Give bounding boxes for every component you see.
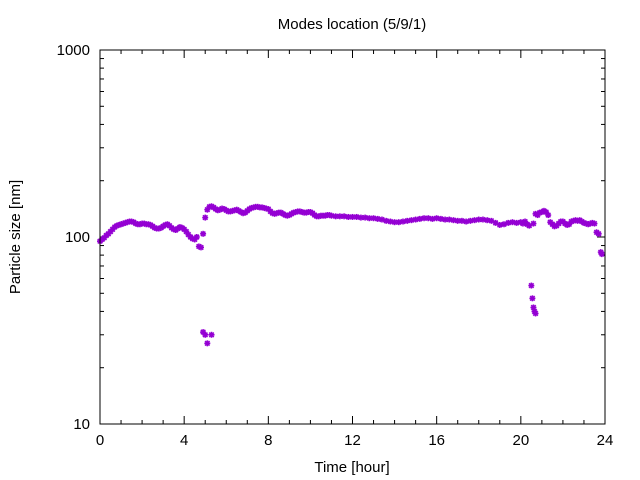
data-point	[528, 282, 535, 289]
data-point	[545, 212, 552, 219]
x-tick-label: 16	[428, 432, 445, 449]
data-point	[370, 215, 377, 222]
data-point	[208, 331, 215, 338]
data-point	[496, 221, 503, 228]
data-point	[530, 220, 537, 227]
data-point	[513, 219, 520, 226]
data-point	[421, 215, 428, 222]
x-tick-label: 0	[96, 432, 104, 449]
x-axis-label: Time [hour]	[314, 459, 389, 476]
data-point	[349, 213, 356, 220]
data-point	[529, 295, 536, 302]
data-point	[598, 251, 605, 258]
data-point	[357, 214, 364, 221]
y-tick-label: 1000	[57, 42, 90, 59]
data-point	[362, 214, 369, 221]
data-point	[532, 310, 539, 317]
tick-marks	[99, 49, 606, 425]
data-point	[204, 340, 211, 347]
data-point	[591, 220, 598, 227]
y-axis-label: Particle size [nm]	[7, 180, 24, 294]
x-tick-label: 8	[264, 432, 272, 449]
x-tick-label: 20	[512, 432, 529, 449]
data-point	[198, 244, 204, 251]
data-point	[193, 234, 200, 240]
data-points	[97, 203, 605, 347]
data-point	[595, 230, 602, 237]
data-point	[341, 213, 348, 220]
data-point	[200, 230, 207, 237]
x-tick-label: 24	[597, 432, 614, 449]
y-tick-label: 100	[65, 229, 90, 246]
data-point	[202, 331, 209, 338]
plot-frame	[99, 49, 606, 425]
data-point	[412, 216, 419, 223]
x-tick-label: 4	[180, 432, 188, 449]
data-point	[202, 214, 209, 221]
y-tick-label: 10	[73, 416, 90, 433]
chart-title: Modes location (5/9/1)	[278, 16, 426, 33]
tick-labels: 0 4 8 12 16 20 24 10 100 1000	[57, 42, 614, 449]
x-tick-label: 12	[344, 432, 361, 449]
data-point	[404, 217, 411, 224]
